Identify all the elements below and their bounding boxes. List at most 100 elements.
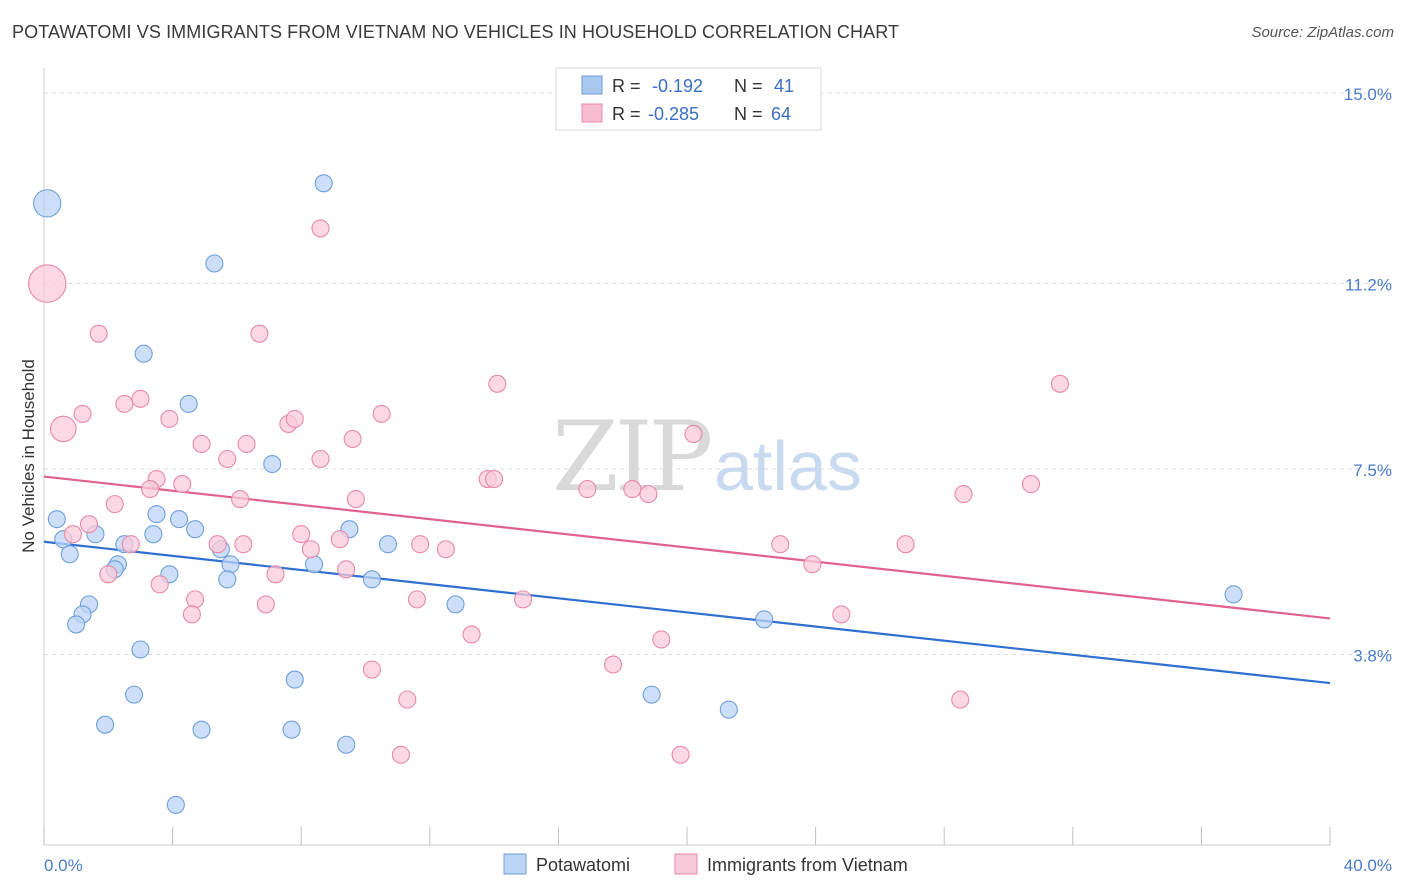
bottom-legend-label-potawatomi: Potawatomi <box>536 855 630 875</box>
data-point <box>391 745 410 764</box>
data-point <box>47 510 66 529</box>
data-point <box>436 540 455 559</box>
trend-line-vietnam <box>43 475 1331 620</box>
data-point <box>160 409 179 428</box>
legend-swatch-vietnam <box>581 103 603 123</box>
data-point <box>488 374 507 393</box>
source-label: Source: ZipAtlas.com <box>1251 24 1394 41</box>
data-point <box>282 720 301 739</box>
data-point <box>169 510 189 529</box>
data-point <box>642 685 661 704</box>
legend-r-label-1: R = <box>612 76 641 96</box>
data-point <box>266 565 285 584</box>
data-point <box>67 615 86 634</box>
data-point <box>954 485 973 504</box>
data-point <box>832 605 851 624</box>
x-tick-label: 0.0% <box>44 856 83 875</box>
data-point <box>263 454 282 474</box>
data-point <box>951 690 970 709</box>
data-point <box>250 324 269 343</box>
data-point <box>684 424 703 443</box>
data-point <box>803 555 822 574</box>
y-tick-label: 11.2% <box>1345 276 1392 295</box>
data-point <box>446 595 465 614</box>
series-legend: Potawatomi Immigrants from Vietnam <box>503 853 908 875</box>
data-point <box>144 525 163 544</box>
data-point <box>285 670 304 689</box>
watermark-atlas: atlas <box>714 427 862 505</box>
data-point <box>166 795 185 814</box>
data-point <box>755 610 774 629</box>
data-point <box>719 700 738 719</box>
data-point <box>896 535 915 554</box>
data-point <box>346 490 365 509</box>
data-point <box>49 415 77 443</box>
data-point <box>121 535 140 554</box>
data-point <box>96 715 115 734</box>
grid-lines <box>44 92 1392 656</box>
bottom-legend-label-vietnam: Immigrants from Vietnam <box>707 855 908 875</box>
data-point <box>60 545 79 564</box>
data-point <box>378 535 398 554</box>
data-point <box>578 480 597 499</box>
legend-n-label-2: N = <box>734 104 763 124</box>
trend-lines <box>43 475 1331 685</box>
data-point <box>182 605 201 624</box>
y-tick-label: 3.8% <box>1353 647 1392 666</box>
legend-r-value-1: -0.192 <box>652 76 703 96</box>
bottom-legend-swatch-potawatomi <box>503 853 527 875</box>
legend-r-label-2: R = <box>612 104 641 124</box>
data-point <box>1224 585 1243 604</box>
data-point <box>150 575 169 594</box>
data-point <box>208 535 227 554</box>
data-point <box>337 560 356 579</box>
data-point <box>604 655 623 674</box>
data-point <box>192 434 211 454</box>
data-point <box>218 570 237 589</box>
legend-n-label-1: N = <box>734 76 763 96</box>
data-point <box>237 434 256 454</box>
data-point <box>131 389 150 408</box>
data-point <box>131 640 150 659</box>
y-tick-label: 15.0% <box>1344 85 1392 104</box>
data-point <box>301 540 320 559</box>
chart-title: POTAWATOMI VS IMMIGRANTS FROM VIETNAM NO… <box>12 22 900 42</box>
data-point <box>411 535 430 554</box>
y-axis-label: No Vehicles in Household <box>19 359 38 553</box>
data-point <box>1050 374 1069 393</box>
watermark: ZIP atlas <box>552 401 862 513</box>
data-point <box>186 520 205 539</box>
data-point <box>105 495 124 514</box>
data-point <box>771 535 790 554</box>
data-point <box>314 174 333 193</box>
data-point <box>311 219 330 238</box>
data-point <box>33 189 62 218</box>
data-point <box>173 475 192 494</box>
data-point <box>330 530 349 549</box>
data-point <box>141 480 160 499</box>
data-point <box>234 535 253 554</box>
series-vietnam-points <box>27 219 1069 764</box>
x-tick-labels: 0.0% 40.0% <box>44 856 1392 875</box>
legend-n-value-2: 64 <box>771 104 791 124</box>
data-point <box>362 660 381 679</box>
data-point <box>285 409 304 428</box>
data-point <box>407 590 426 609</box>
data-point <box>372 404 391 423</box>
data-point <box>99 565 118 584</box>
data-point <box>134 344 153 363</box>
legend-swatch-potawatomi <box>581 75 603 95</box>
data-point <box>362 570 381 589</box>
data-point <box>205 254 224 273</box>
data-point <box>192 720 211 739</box>
data-point <box>398 690 417 709</box>
data-point <box>63 525 82 544</box>
data-point <box>671 745 690 764</box>
data-point <box>311 449 330 469</box>
data-point <box>147 505 166 524</box>
y-tick-labels: 3.8% 7.5% 11.2% 15.0% <box>1344 85 1392 665</box>
data-points <box>27 174 1243 814</box>
data-point <box>652 630 671 649</box>
data-point <box>343 429 362 449</box>
